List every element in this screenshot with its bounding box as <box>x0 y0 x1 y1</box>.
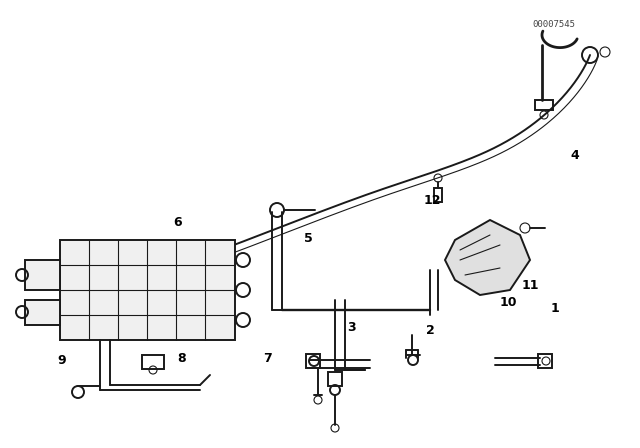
Bar <box>328 372 342 386</box>
Text: 6: 6 <box>173 215 182 228</box>
Bar <box>538 354 552 368</box>
Bar <box>142 355 164 369</box>
Polygon shape <box>445 220 530 295</box>
Text: 00007545: 00007545 <box>532 20 575 29</box>
Text: 7: 7 <box>264 352 273 365</box>
Text: 12: 12 <box>423 194 441 207</box>
Text: 9: 9 <box>58 353 67 366</box>
Bar <box>25 260 60 290</box>
Bar <box>60 240 235 340</box>
Text: 8: 8 <box>178 352 186 365</box>
Text: 3: 3 <box>348 320 356 333</box>
Text: 4: 4 <box>571 148 579 161</box>
Text: 5: 5 <box>303 232 312 245</box>
Text: 2: 2 <box>426 323 435 336</box>
Bar <box>535 100 553 110</box>
Text: 11: 11 <box>521 279 539 292</box>
Bar <box>306 354 320 368</box>
Text: 1: 1 <box>550 302 559 314</box>
Text: 10: 10 <box>499 296 516 309</box>
Bar <box>434 188 442 202</box>
Bar <box>25 300 60 325</box>
